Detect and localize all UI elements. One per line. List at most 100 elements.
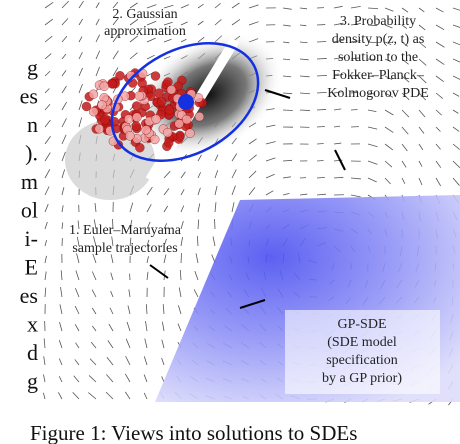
- field-arrow: [231, 19, 241, 26]
- field-arrow: [161, 339, 165, 349]
- field-arrow: [401, 126, 409, 135]
- field-arrow: [129, 18, 139, 26]
- field-arrow: [367, 58, 376, 61]
- label-line: density p(z, t) as: [332, 32, 425, 47]
- field-arrow: [112, 50, 119, 60]
- field-arrow: [44, 135, 51, 145]
- field-arrow: [44, 1, 54, 9]
- field-arrow: [435, 7, 444, 13]
- field-arrow: [197, 154, 202, 162]
- field-arrow: [384, 177, 391, 185]
- field-arrow: [197, 203, 201, 213]
- field-arrow: [58, 376, 63, 383]
- field-arrow: [163, 21, 173, 26]
- pointer: [149, 264, 169, 279]
- field-arrow: [61, 18, 69, 26]
- field-arrow: [282, 159, 293, 162]
- field-arrow: [418, 41, 427, 49]
- field-arrow: [95, 18, 100, 26]
- field-arrow: [299, 193, 308, 196]
- field-arrow: [146, 256, 149, 264]
- field-arrow: [91, 307, 97, 315]
- field-arrow: [78, 100, 83, 111]
- field-arrow: [231, 202, 235, 213]
- field-arrow: [163, 254, 167, 264]
- mean-dot: [178, 94, 194, 110]
- field-arrow: [452, 75, 460, 80]
- sample: [132, 112, 142, 122]
- field-arrow: [196, 236, 199, 247]
- field-arrow: [94, 203, 97, 213]
- field-arrow: [452, 7, 460, 11]
- field-arrow: [112, 219, 114, 230]
- field-arrow: [214, 154, 219, 162]
- field-arrow: [367, 92, 376, 95]
- field-arrow: [401, 24, 408, 29]
- field-arrow: [112, 34, 119, 43]
- field-arrow: [282, 75, 292, 78]
- field-arrow: [107, 340, 114, 349]
- field-arrow: [78, 67, 83, 77]
- field-arrow: [61, 205, 64, 213]
- field-arrow: [112, 17, 119, 26]
- field-arrow: [59, 304, 63, 315]
- text-fragment: E: [25, 255, 38, 280]
- label-line: GP-SDE: [337, 317, 386, 332]
- field-arrow: [61, 0, 70, 9]
- text-fragment: ).: [25, 141, 38, 166]
- field-arrow: [384, 24, 393, 29]
- field-arrow: [452, 177, 460, 186]
- sample: [115, 71, 125, 81]
- field-arrow: [177, 323, 182, 332]
- field-arrow: [418, 7, 425, 13]
- field-arrow: [128, 289, 131, 298]
- field-arrow: [74, 324, 80, 332]
- field-arrow: [146, 54, 155, 60]
- field-arrow: [265, 190, 274, 196]
- sample: [151, 114, 161, 124]
- field-arrow: [95, 2, 100, 9]
- field-arrow: [43, 374, 46, 383]
- field-arrow: [76, 236, 80, 247]
- field-arrow: [92, 253, 97, 264]
- field-arrow: [316, 41, 327, 43]
- sample: [162, 127, 173, 138]
- field-arrow: [61, 187, 65, 196]
- field-arrow: [163, 205, 169, 213]
- field-arrow: [162, 321, 165, 332]
- field-arrow: [146, 4, 157, 9]
- field-arrow: [384, 143, 394, 151]
- field-arrow: [180, 236, 183, 247]
- field-arrow: [43, 338, 46, 349]
- sample: [185, 128, 195, 138]
- field-arrow: [72, 392, 80, 400]
- field-arrow: [146, 20, 157, 26]
- field-arrow: [299, 7, 308, 10]
- caption: Figure 1: Views into solutions to SDEs: [30, 421, 357, 444]
- text-fragment: ol: [21, 198, 38, 223]
- field-arrow: [452, 109, 459, 114]
- field-arrow: [435, 24, 445, 31]
- field-arrow: [350, 23, 361, 26]
- field-arrow: [299, 92, 310, 95]
- field-arrow: [44, 169, 51, 179]
- field-arrow: [129, 52, 138, 60]
- field-arrow: [350, 194, 361, 198]
- field-arrow: [350, 40, 361, 43]
- sample: [182, 114, 192, 125]
- field-arrow: [282, 24, 291, 27]
- field-arrow: [401, 143, 408, 152]
- field-arrow: [146, 221, 151, 230]
- field-arrow: [61, 35, 68, 43]
- field-arrow: [248, 21, 259, 26]
- sample: [134, 91, 145, 101]
- field-arrow: [77, 220, 80, 230]
- field-arrow: [214, 185, 218, 196]
- sample: [154, 88, 164, 98]
- field-arrow: [78, 117, 83, 128]
- field-arrow: [75, 342, 80, 349]
- label-box: [285, 310, 440, 394]
- field-arrow: [125, 355, 131, 366]
- field-arrow: [162, 304, 165, 315]
- field-arrow: [384, 41, 392, 46]
